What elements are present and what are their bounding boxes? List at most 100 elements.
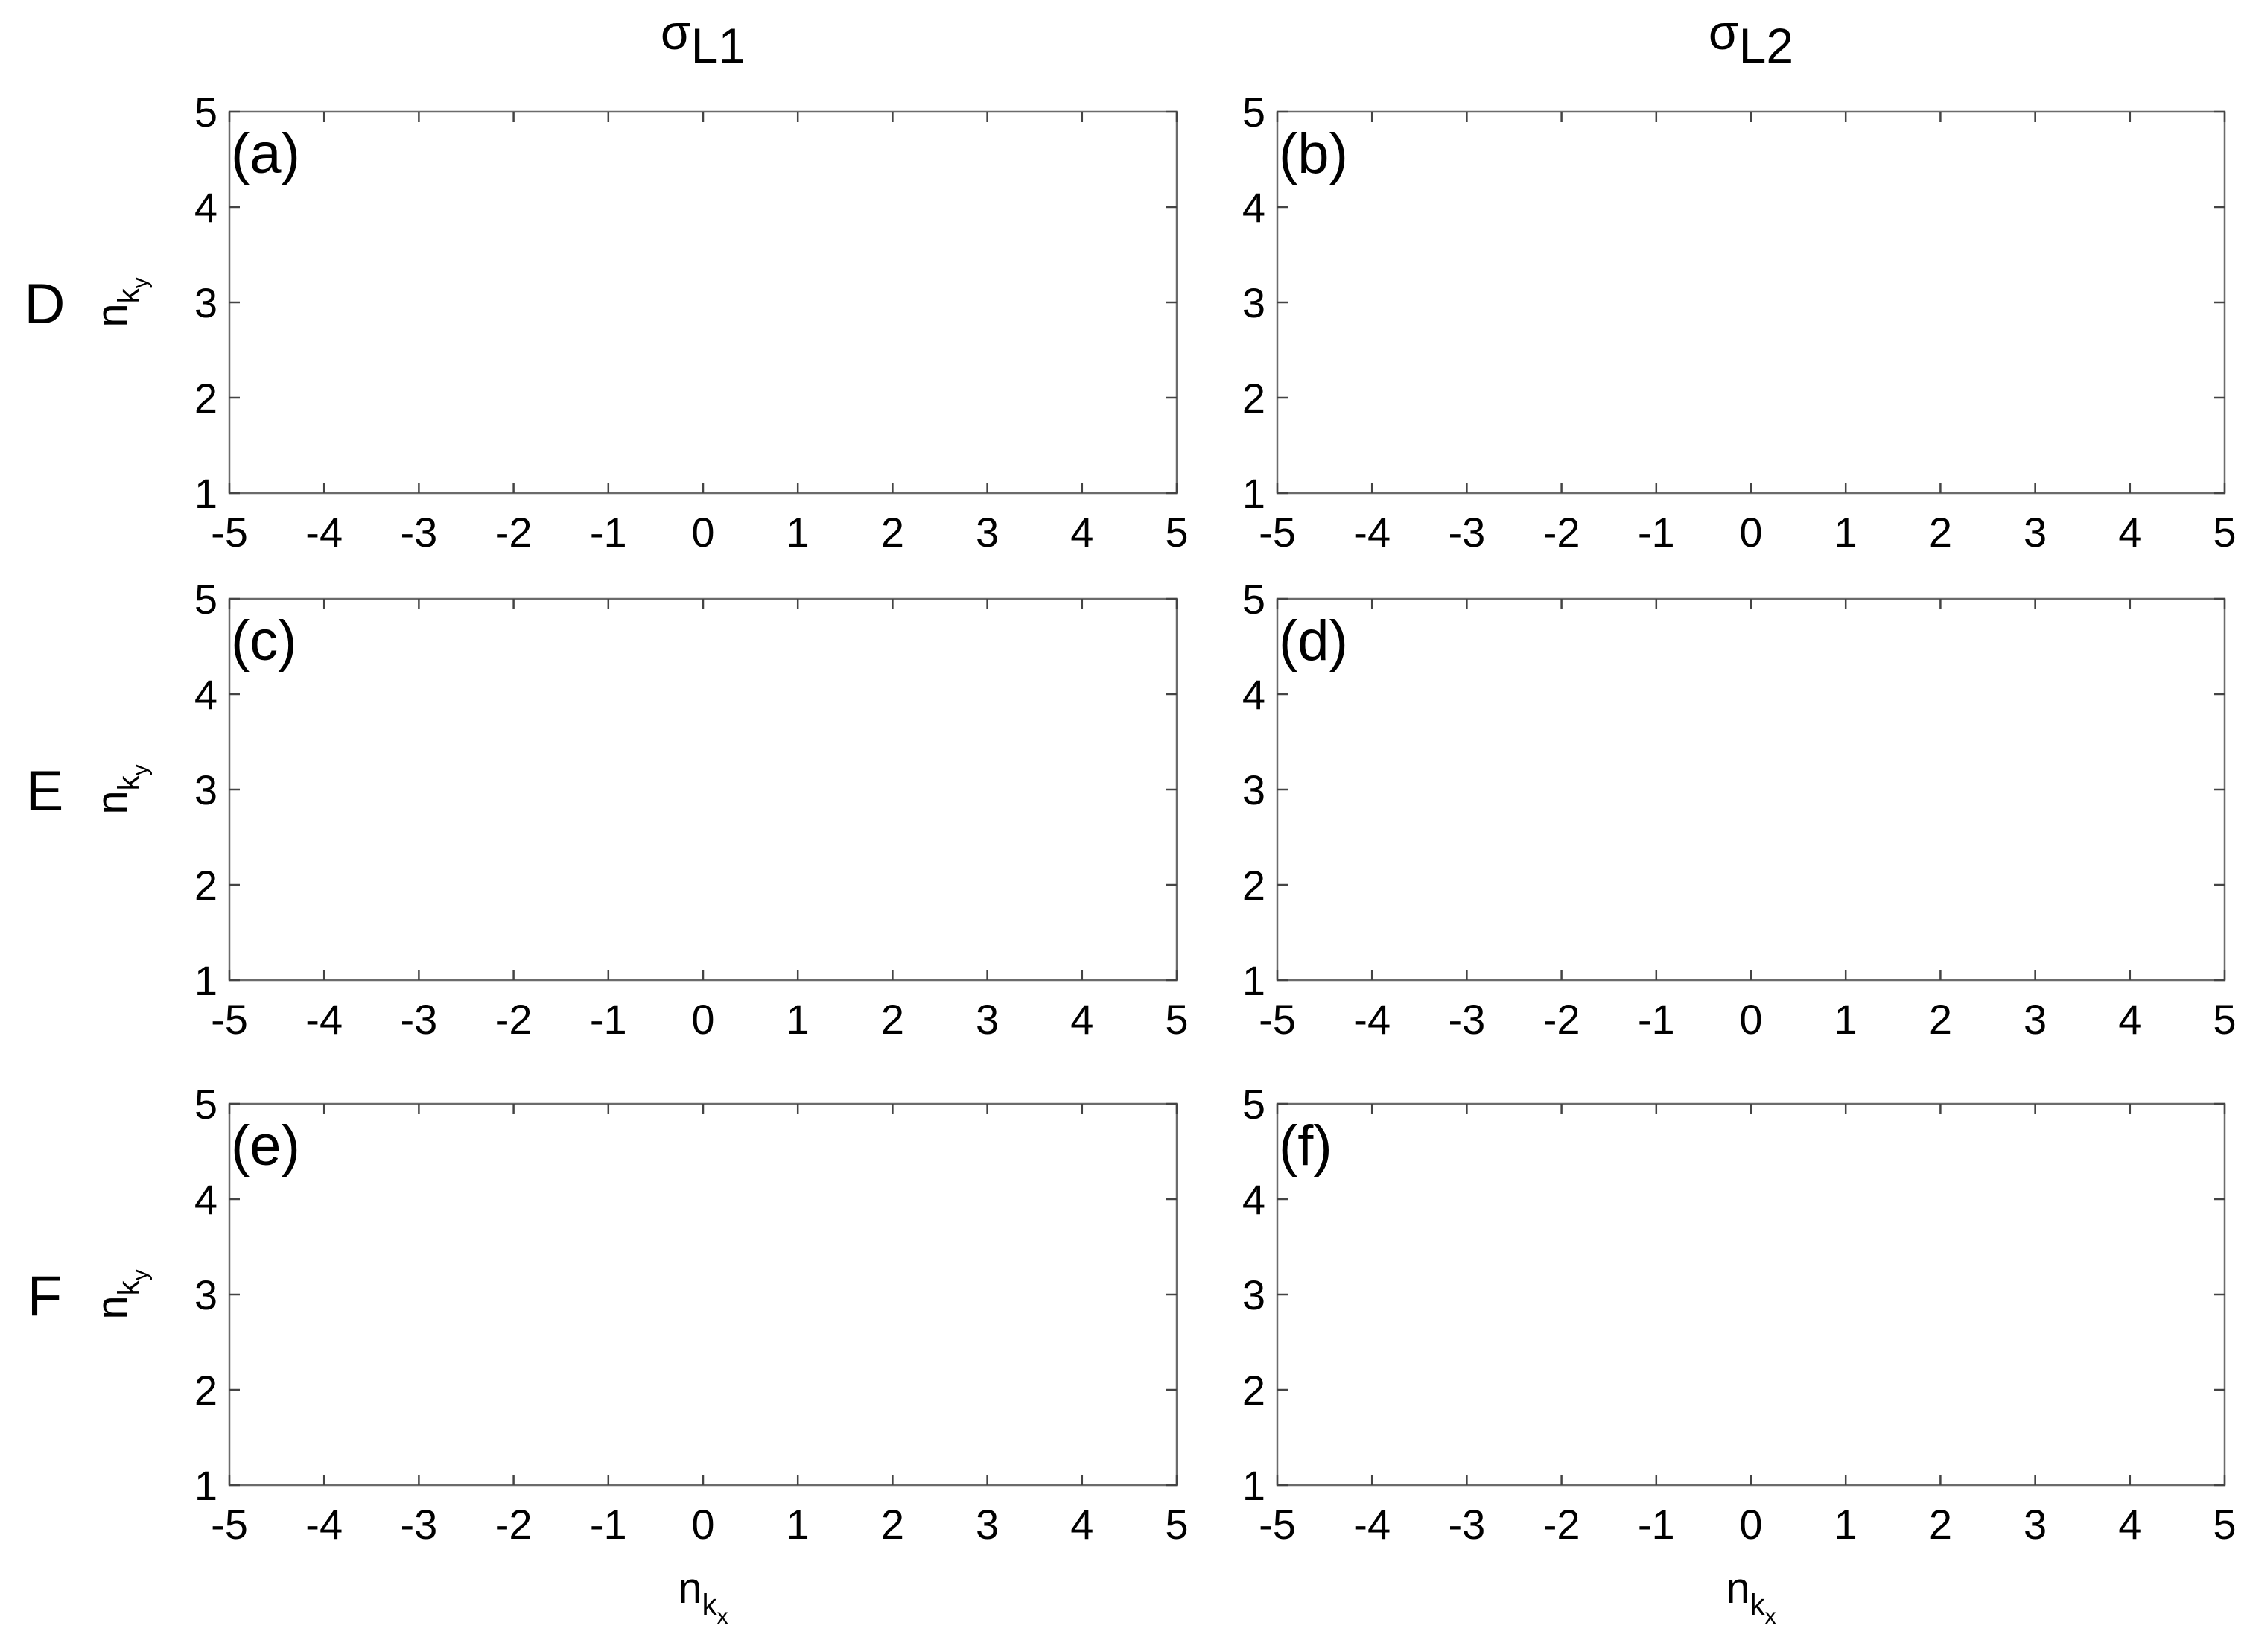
y-tick-label: 3 <box>1242 766 1265 813</box>
column-title-1: σL1 <box>661 4 746 73</box>
x-tick-label: 4 <box>2118 509 2141 556</box>
panel-label: (a) <box>231 122 300 185</box>
panel-f: -5 -4 -3 -2 -1 0 1 2 3 4 5 1 2 3 4 5 (f) nkx <box>1242 1081 2237 1629</box>
y-tick-label: 1 <box>1242 470 1265 517</box>
x-tick-label: -2 <box>1543 509 1580 556</box>
x-tick-label: 4 <box>2118 1501 2141 1548</box>
y-tick-label: 2 <box>194 375 217 422</box>
x-tick-label: -1 <box>1638 1501 1675 1548</box>
panel-label: (c) <box>231 609 297 673</box>
x-tick-label: 1 <box>786 996 810 1043</box>
x-tick-label: -5 <box>1259 996 1296 1043</box>
y-axis-label-base: n <box>88 303 136 327</box>
panel-b: -5 -4 -3 -2 -1 0 1 2 3 4 5 1 2 3 4 5 (b) <box>1242 89 2237 556</box>
panel-label: (f) <box>1279 1114 1332 1178</box>
x-tick-label: 4 <box>1070 1501 1093 1548</box>
x-tick-label: 5 <box>1165 996 1188 1043</box>
y-axis-label-sub: k <box>112 1280 145 1295</box>
y-axis-label-sub: k <box>112 287 145 303</box>
y-tick-label: 2 <box>1242 375 1265 422</box>
y-tick-label: 4 <box>1242 184 1265 231</box>
x-tick-label: 0 <box>1739 996 1762 1043</box>
x-tick-label: 0 <box>691 509 714 556</box>
plot-frame <box>1276 1102 2226 1487</box>
x-tick-label: 0 <box>1739 1501 1762 1548</box>
column-title-symbol: σ <box>1709 4 1739 60</box>
y-axis-label-subsub: y <box>128 1269 153 1280</box>
x-axis-label-sub: k <box>1750 1589 1766 1621</box>
x-tick-label: -5 <box>1259 1501 1296 1548</box>
y-tick-label: 4 <box>1242 671 1265 718</box>
y-tick-label: 3 <box>194 766 217 813</box>
y-tick-label: 1 <box>1242 957 1265 1004</box>
x-tick-label: 5 <box>2213 996 2236 1043</box>
x-tick-label: -4 <box>305 509 343 556</box>
x-tick-label: -5 <box>1259 509 1296 556</box>
x-tick-label: -2 <box>1543 1501 1580 1548</box>
y-tick-label: 1 <box>1242 1462 1265 1509</box>
x-axis-label-base: n <box>678 1564 702 1613</box>
x-tick-label: 5 <box>2213 509 2236 556</box>
x-tick-label: 3 <box>2024 996 2047 1043</box>
x-tick-label: -2 <box>495 996 533 1043</box>
x-axis-label-base: n <box>1726 1564 1750 1613</box>
y-axis-label-base: n <box>88 1295 136 1319</box>
y-tick-label: 1 <box>194 1462 217 1509</box>
panel-a: -5 -4 -3 -2 -1 0 1 2 3 4 5 1 2 3 4 5 (a) nky D <box>25 89 1189 556</box>
y-tick-label: 3 <box>194 1271 217 1318</box>
x-tick-label: -2 <box>495 1501 533 1548</box>
x-tick-label: -5 <box>211 1501 248 1548</box>
panel-label: (b) <box>1279 122 1348 185</box>
y-axis-label: nky <box>88 764 153 814</box>
x-axis-label-subsub: x <box>1765 1604 1776 1629</box>
plot-frame <box>228 1102 1178 1487</box>
y-tick-label: 4 <box>1242 1176 1265 1223</box>
panel-label: (e) <box>231 1114 300 1178</box>
x-tick-label: -1 <box>1638 509 1675 556</box>
x-tick-label: 3 <box>976 509 999 556</box>
x-tick-label: -5 <box>211 996 248 1043</box>
y-axis-label-subsub: y <box>128 277 153 288</box>
x-tick-label: 3 <box>2024 1501 2047 1548</box>
y-tick-label: 2 <box>1242 862 1265 909</box>
row-label-E: E <box>26 760 64 823</box>
x-tick-label: 1 <box>786 1501 810 1548</box>
x-tick-label: 0 <box>691 1501 714 1548</box>
y-tick-label: 2 <box>194 862 217 909</box>
plot-frame <box>228 110 1178 495</box>
x-axis-label: nkx <box>1726 1564 1776 1629</box>
x-tick-label: 0 <box>1739 509 1762 556</box>
x-tick-label: -2 <box>495 509 533 556</box>
x-tick-label: 4 <box>1070 996 1093 1043</box>
y-tick-label: 4 <box>194 1176 217 1223</box>
y-tick-label: 3 <box>1242 279 1265 326</box>
column-title-symbol: σ <box>661 4 691 60</box>
x-tick-label: 4 <box>2118 996 2141 1043</box>
y-tick-label: 5 <box>1242 1081 1265 1128</box>
x-tick-label: -3 <box>401 1501 438 1548</box>
x-axis-label-subsub: x <box>717 1604 728 1629</box>
x-tick-label: -3 <box>401 509 438 556</box>
x-tick-label: -3 <box>401 996 438 1043</box>
panel-c: -5 -4 -3 -2 -1 0 1 2 3 4 5 1 2 3 4 5 (c) nky E <box>26 576 1189 1043</box>
x-tick-label: -1 <box>590 509 627 556</box>
x-tick-label: -1 <box>590 1501 627 1548</box>
y-tick-label: 5 <box>194 89 217 136</box>
y-tick-label: 3 <box>194 279 217 326</box>
x-tick-label: 2 <box>881 509 904 556</box>
x-tick-label: 2 <box>1929 509 1952 556</box>
x-tick-label: -5 <box>211 509 248 556</box>
x-tick-label: -4 <box>1353 996 1391 1043</box>
x-tick-label: -4 <box>305 1501 343 1548</box>
y-axis-label-sub: k <box>112 775 145 790</box>
y-axis-label: nky <box>88 1269 153 1319</box>
x-tick-label: 1 <box>1834 509 1857 556</box>
column-title-2: σL2 <box>1709 4 1793 73</box>
y-tick-label: 4 <box>194 671 217 718</box>
y-tick-label: 5 <box>194 576 217 623</box>
y-tick-label: 2 <box>1242 1367 1265 1414</box>
x-tick-label: -3 <box>1449 996 1486 1043</box>
plot-frame <box>1276 597 2226 982</box>
y-tick-label: 1 <box>194 470 217 517</box>
